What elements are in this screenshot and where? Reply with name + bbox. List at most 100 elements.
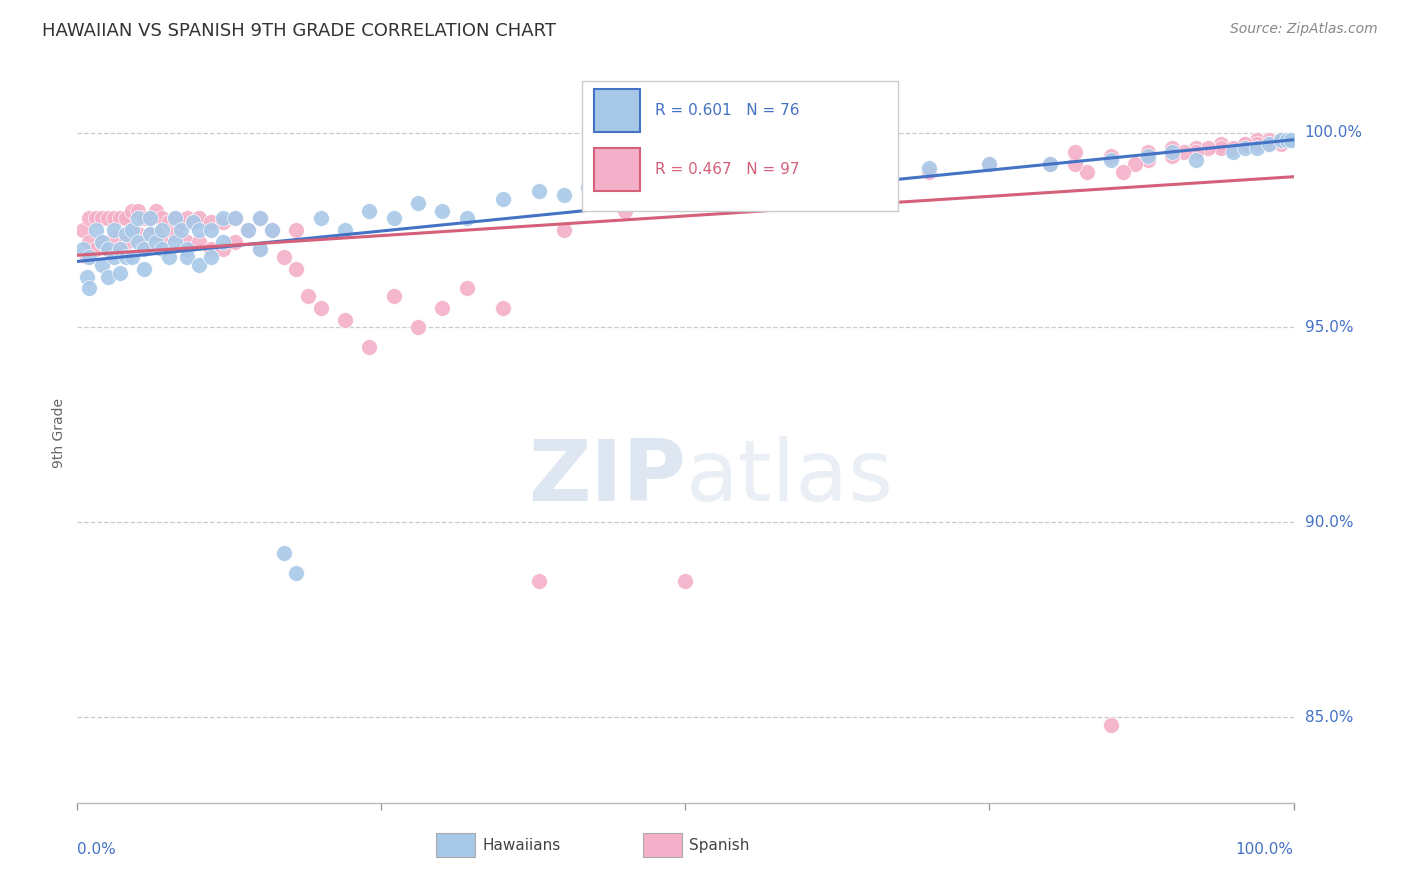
- Point: [236, 223, 259, 237]
- Point: [430, 301, 453, 315]
- Point: [1161, 145, 1184, 159]
- Point: [1246, 137, 1268, 152]
- Y-axis label: 9th Grade: 9th Grade: [52, 398, 66, 467]
- Point: [359, 340, 381, 354]
- Point: [1222, 141, 1244, 155]
- Point: [76, 269, 98, 284]
- Point: [456, 211, 478, 226]
- Point: [97, 211, 120, 226]
- Point: [90, 258, 112, 272]
- Point: [200, 250, 222, 264]
- Point: [309, 211, 332, 226]
- Point: [856, 164, 879, 178]
- Point: [115, 227, 138, 241]
- Point: [200, 223, 222, 237]
- Point: [145, 203, 167, 218]
- Point: [1112, 164, 1135, 178]
- Point: [613, 184, 636, 198]
- Point: [127, 211, 149, 226]
- Point: [1076, 164, 1098, 178]
- Point: [127, 203, 149, 218]
- Point: [134, 235, 156, 249]
- Point: [84, 223, 107, 237]
- Point: [576, 180, 599, 194]
- Point: [772, 172, 794, 186]
- Point: [121, 203, 143, 218]
- Point: [157, 215, 180, 229]
- Point: [90, 211, 112, 226]
- Point: [157, 250, 180, 264]
- Point: [139, 227, 162, 241]
- Point: [176, 250, 198, 264]
- Point: [249, 243, 271, 257]
- Point: [979, 157, 1001, 171]
- Bar: [595, 148, 640, 191]
- Point: [249, 211, 271, 226]
- Point: [1185, 153, 1208, 167]
- Text: R = 0.601   N = 76: R = 0.601 N = 76: [655, 103, 800, 118]
- Point: [1270, 133, 1292, 147]
- Point: [127, 227, 149, 241]
- Point: [181, 215, 204, 229]
- Point: [79, 235, 101, 249]
- Point: [145, 235, 167, 249]
- Point: [134, 211, 156, 226]
- Point: [249, 243, 271, 257]
- Point: [1063, 157, 1085, 171]
- Point: [170, 215, 193, 229]
- Point: [1136, 145, 1159, 159]
- Point: [121, 223, 143, 237]
- Point: [212, 211, 235, 226]
- Point: [1279, 133, 1302, 147]
- Point: [121, 250, 143, 264]
- Text: ZIP: ZIP: [527, 435, 686, 518]
- Point: [1185, 145, 1208, 159]
- Point: [152, 243, 174, 257]
- Point: [152, 211, 174, 226]
- Point: [1258, 137, 1281, 152]
- Point: [212, 235, 235, 249]
- Point: [1197, 141, 1219, 155]
- Point: [1270, 133, 1292, 147]
- Point: [90, 235, 112, 249]
- Point: [108, 243, 131, 257]
- Point: [139, 211, 162, 226]
- Point: [529, 574, 551, 588]
- Point: [1246, 141, 1268, 155]
- Point: [108, 211, 131, 226]
- Point: [134, 262, 156, 277]
- Point: [134, 243, 156, 257]
- Point: [1039, 157, 1062, 171]
- Point: [84, 243, 107, 257]
- Point: [382, 289, 405, 303]
- Text: HAWAIIAN VS SPANISH 9TH GRADE CORRELATION CHART: HAWAIIAN VS SPANISH 9TH GRADE CORRELATIO…: [42, 22, 557, 40]
- Bar: [436, 833, 475, 857]
- Text: Source: ZipAtlas.com: Source: ZipAtlas.com: [1230, 22, 1378, 37]
- Point: [735, 176, 758, 190]
- Point: [333, 223, 356, 237]
- Bar: [595, 89, 640, 132]
- Point: [79, 281, 101, 295]
- Point: [492, 192, 515, 206]
- Point: [1258, 133, 1281, 147]
- Point: [1173, 145, 1195, 159]
- Point: [79, 211, 101, 226]
- Point: [309, 301, 332, 315]
- Point: [139, 227, 162, 241]
- Point: [613, 203, 636, 218]
- Point: [170, 223, 193, 237]
- Point: [188, 235, 211, 249]
- Point: [1039, 157, 1062, 171]
- Text: 95.0%: 95.0%: [1305, 320, 1353, 334]
- Point: [675, 574, 697, 588]
- Point: [285, 262, 308, 277]
- Point: [273, 250, 295, 264]
- Point: [152, 235, 174, 249]
- Point: [796, 169, 818, 183]
- Point: [145, 227, 167, 241]
- Point: [163, 227, 186, 241]
- Point: [273, 546, 295, 560]
- Point: [188, 211, 211, 226]
- Point: [1161, 149, 1184, 163]
- Point: [176, 211, 198, 226]
